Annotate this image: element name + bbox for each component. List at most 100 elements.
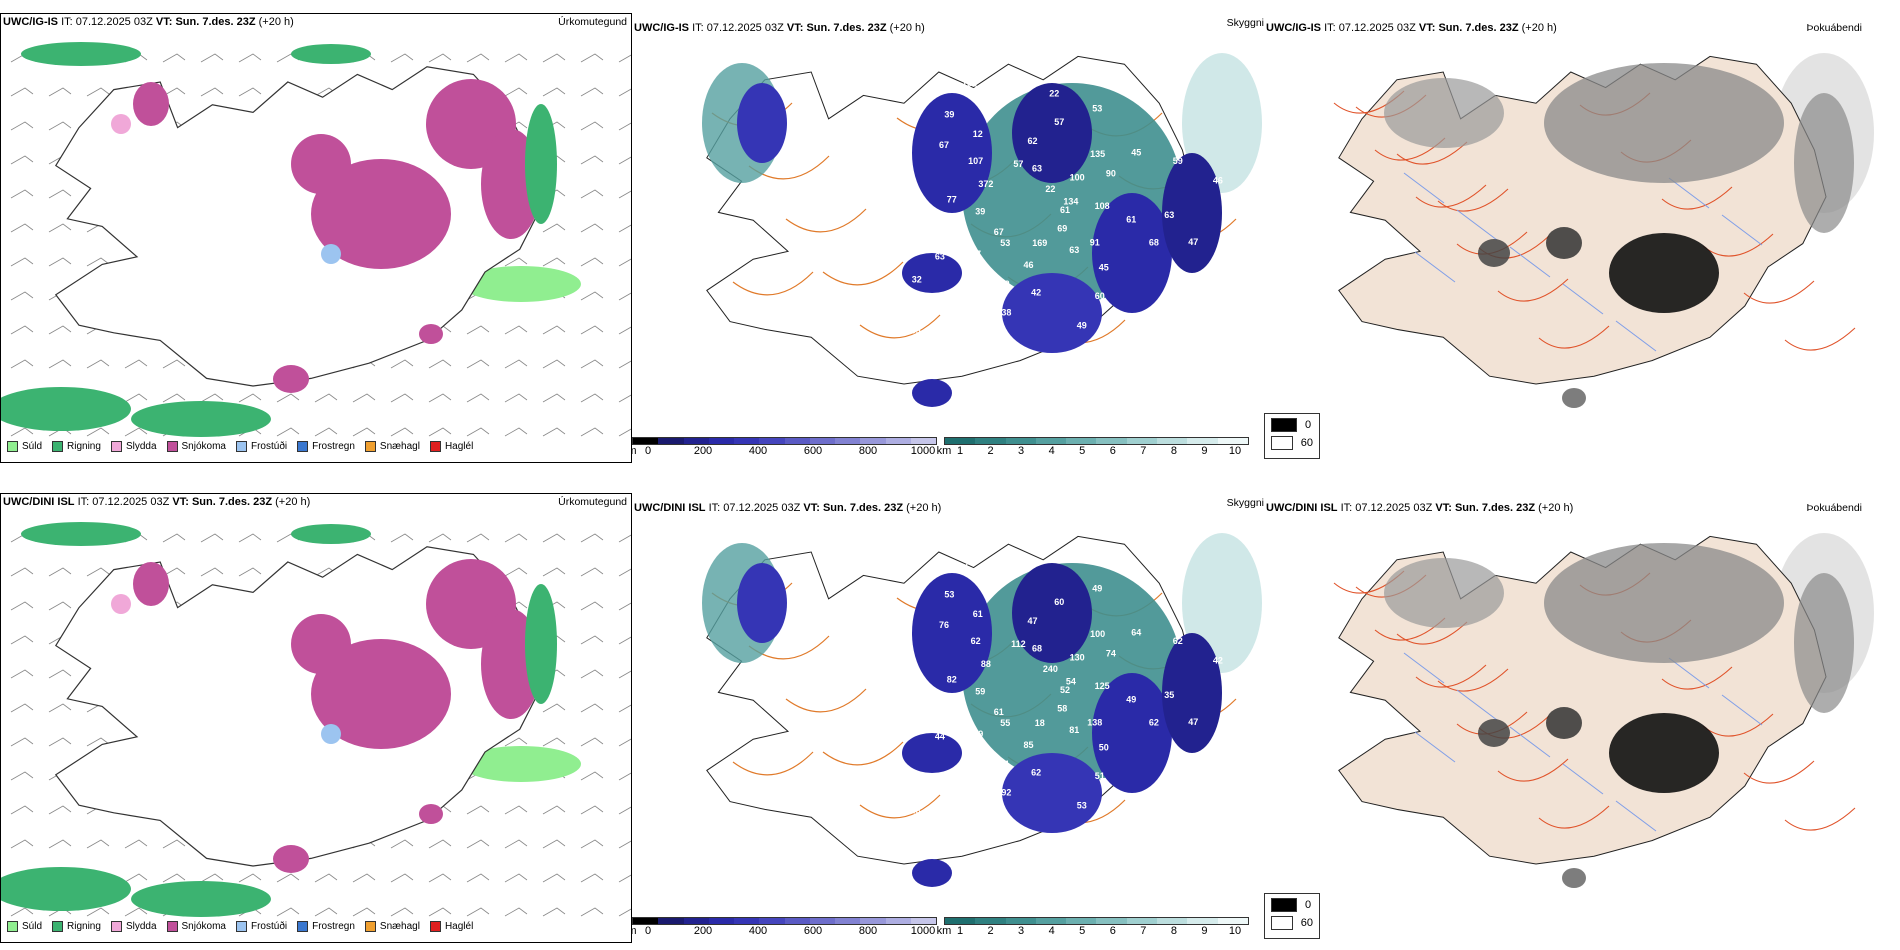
legend-label: Snjókoma	[181, 441, 226, 452]
fog-swatch-60	[1271, 436, 1293, 450]
cloud-base-label: 58	[1057, 704, 1067, 714]
visibility-tick: 2	[987, 445, 994, 457]
visibility-tick: 8	[1170, 925, 1177, 937]
cloud-base-label: 85	[1023, 740, 1033, 750]
wind-barb	[466, 533, 490, 543]
wind-barb	[580, 737, 604, 747]
wind-barb	[504, 53, 528, 63]
wind-barb	[48, 359, 72, 369]
fog-legend-label: 0	[1305, 899, 1312, 911]
wind-barb	[10, 737, 34, 747]
it-label: IT:	[61, 16, 73, 28]
wind-barb	[10, 257, 34, 267]
wind-barb	[542, 325, 566, 335]
visibility-tick: 6	[1109, 445, 1116, 457]
legend-label: Frostregn	[312, 441, 355, 452]
visibility-swatch	[1157, 438, 1188, 444]
vt-value: Sun. 7.des. 23Z	[806, 22, 887, 34]
wind-barb	[542, 907, 566, 917]
wind-barb	[352, 427, 376, 437]
cloud-base-area	[1092, 193, 1172, 313]
wind-barb	[618, 292, 631, 301]
cloud-base-label: 135	[1090, 149, 1105, 159]
vt-value: Sun. 7.des. 23Z	[822, 502, 904, 514]
river	[1456, 209, 1498, 241]
wind-barb	[162, 359, 186, 369]
wind-barb	[86, 737, 110, 747]
wind-barb	[542, 703, 566, 713]
cloud-base-label: 60	[960, 321, 970, 331]
legend-label: Frostúði	[250, 441, 288, 452]
cloud-base-label: 55	[1000, 718, 1010, 728]
visibility-tick: 10	[1228, 445, 1242, 457]
cloud-base-label: 53	[1092, 104, 1102, 114]
cloud-base-label: 186	[822, 724, 837, 734]
cloud-base-label: 62	[971, 636, 981, 646]
rain-band	[21, 522, 141, 546]
wind-barb	[466, 359, 490, 369]
wind-barb	[618, 88, 631, 97]
cloud-base-label: 47	[1027, 616, 1037, 626]
precip-legend-item: Haglél	[429, 441, 473, 452]
rain-band	[1, 867, 131, 911]
road	[1538, 325, 1610, 349]
fog-swatch-0	[1271, 418, 1297, 432]
visibility-swatches	[944, 917, 1249, 925]
cloudbase-swatches	[632, 437, 937, 445]
cloud-base-label: 63	[1069, 245, 1079, 255]
cloud-base-label: 181	[830, 618, 845, 628]
cloud-base-colorbar: m0 200 400 600 800 1000	[632, 437, 937, 459]
wind-barb	[466, 325, 490, 335]
visibility-ticks: km 1 2 3 4 5 6 7 8 9 10	[937, 925, 1249, 939]
road	[1661, 666, 1733, 690]
precip-panel-row1: UWC/IG-IS IT: 07.12.2025 03Z VT: Sun. 7.…	[0, 13, 632, 463]
wind-barb	[542, 839, 566, 849]
lead-time: (+20 h)	[1521, 22, 1557, 34]
panel-title: UWC/IG-IS IT: 07.12.2025 03Z VT: Sun. 7.…	[1266, 22, 1557, 34]
wind-barb	[580, 567, 604, 577]
wind-barb	[428, 53, 452, 63]
wind-barb	[542, 427, 566, 437]
precip-panel-row2: UWC/DINI ISL IT: 07.12.2025 03Z VT: Sun.…	[0, 493, 632, 943]
cloud-base-label: 108	[1095, 201, 1110, 211]
snow-area	[311, 639, 451, 749]
cloudbase-tick: 400	[748, 445, 768, 457]
cloud-base-label: 63	[935, 252, 945, 262]
wind-barb	[162, 567, 186, 577]
cloud-base-area	[1002, 273, 1102, 353]
visibility-unit: km	[936, 925, 952, 937]
snow-area	[133, 82, 169, 126]
cloud-base-label: 62	[1149, 717, 1159, 727]
precip-legend-item: Slydda	[110, 441, 157, 452]
cloud-base-label: 100	[1090, 629, 1105, 639]
precip-legend-item: Haglél	[429, 921, 473, 932]
cloud-base-label: 50	[1099, 743, 1109, 753]
wind-barb	[390, 53, 414, 63]
cloud-base-label: 82	[947, 675, 957, 685]
cloud-base-label: 74	[964, 559, 974, 569]
wind-barb	[10, 121, 34, 131]
rain-band	[291, 524, 371, 544]
wind-barb	[618, 122, 631, 131]
cloud-base-label: 101	[962, 79, 977, 89]
cloud-base-label: 59	[975, 687, 985, 697]
it-value: 07.12.2025 03Z	[75, 16, 153, 28]
road	[1784, 327, 1856, 351]
cloud-base-label: 169	[1032, 238, 1047, 248]
cloud-base-label: 49	[1077, 320, 1087, 330]
cloud-base-label: 91	[1090, 237, 1100, 247]
wind-barb	[86, 359, 110, 369]
legend-label: Súld	[22, 921, 43, 932]
cloud-base-label: 63	[1032, 164, 1042, 174]
wind-barb	[276, 427, 300, 437]
road	[785, 688, 867, 713]
cloud-base-label: 44	[935, 732, 945, 742]
wind-barb	[504, 359, 528, 369]
cloudbase-swatch	[734, 918, 760, 924]
river	[1509, 726, 1551, 758]
lead-time: (+20 h)	[258, 16, 294, 28]
wind-barb	[580, 533, 604, 543]
wind-barb	[314, 907, 338, 917]
panel-tag-fog: Þokuábendi	[1806, 502, 1862, 514]
river	[1615, 800, 1657, 832]
